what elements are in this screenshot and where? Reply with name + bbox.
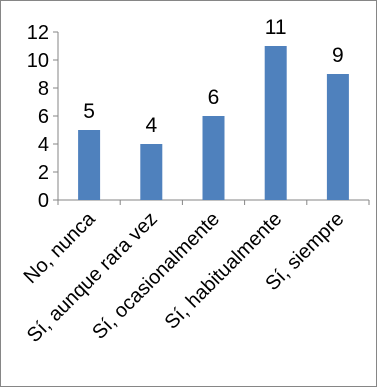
bar <box>326 74 349 200</box>
data-label: 9 <box>332 44 344 67</box>
y-tick-label: 12 <box>27 22 49 44</box>
y-tick-label: 10 <box>27 50 49 72</box>
category-label: Sí, habitualmente <box>161 208 287 334</box>
bar <box>140 144 163 200</box>
y-tick-label: 2 <box>38 162 49 184</box>
data-label: 11 <box>265 16 287 39</box>
bar <box>202 116 225 200</box>
y-tick-label: 6 <box>38 106 49 128</box>
bar <box>78 130 101 200</box>
data-label: 4 <box>145 114 157 137</box>
data-label: 6 <box>208 86 220 109</box>
data-label: 5 <box>83 100 95 123</box>
bar <box>264 46 287 200</box>
y-tick-label: 8 <box>38 78 49 100</box>
y-tick-label: 0 <box>38 190 49 212</box>
y-tick-label: 4 <box>38 134 49 156</box>
